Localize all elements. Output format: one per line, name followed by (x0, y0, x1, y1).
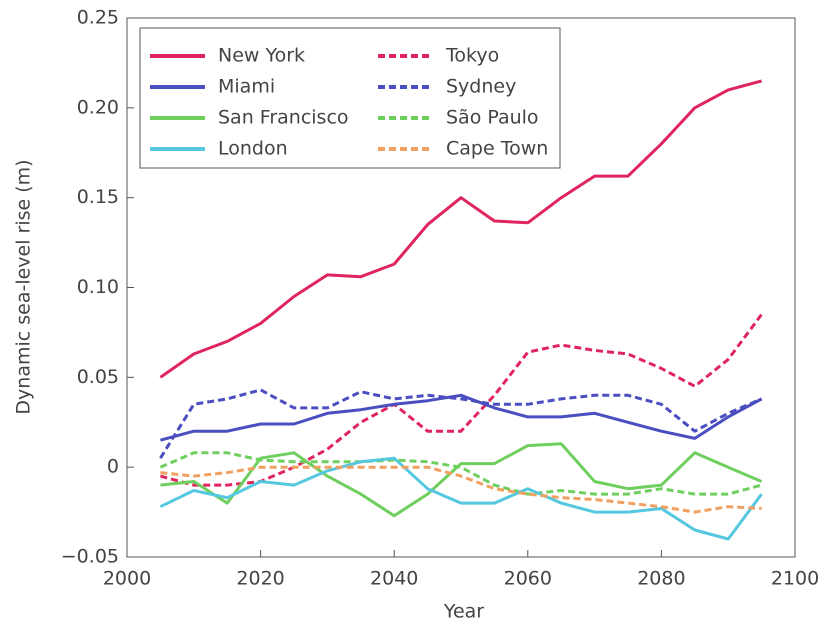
y-tick-label: 0.05 (77, 366, 119, 388)
y-tick-label: 0.25 (77, 7, 119, 29)
x-tick-label: 2100 (771, 568, 819, 590)
legend-label: Tokyo (445, 45, 499, 67)
y-axis-label: Dynamic sea-level rise (m) (13, 159, 35, 414)
series-line (160, 393, 763, 442)
x-tick-label: 2020 (236, 568, 284, 590)
legend-label: São Paulo (446, 107, 539, 129)
y-tick-label: 0.20 (77, 96, 119, 118)
series-line (160, 442, 763, 518)
x-tick-label: 2080 (637, 568, 685, 590)
series-line (159, 79, 762, 379)
series-line (159, 456, 763, 541)
x-axis-label: Year (443, 601, 484, 623)
legend-label: Sydney (446, 76, 516, 98)
y-tick-label: −0.05 (61, 546, 119, 568)
y-tick-label: 0 (107, 456, 119, 478)
legend-label: Cape Town (446, 138, 548, 160)
legend-label: Miami (218, 76, 275, 98)
x-tick-label: 2060 (504, 568, 552, 590)
series-line (160, 465, 762, 514)
legend-label: London (218, 138, 288, 160)
x-tick-label: 2000 (103, 568, 151, 590)
x-tick-label: 2040 (370, 568, 418, 590)
series-line (159, 451, 762, 496)
series-line (159, 388, 763, 459)
legend-label: New York (218, 45, 305, 67)
y-tick-label: 0.15 (77, 186, 119, 208)
legend-label: San Francisco (218, 107, 349, 129)
y-tick-label: 0.10 (77, 276, 119, 298)
legend-box (139, 27, 561, 169)
